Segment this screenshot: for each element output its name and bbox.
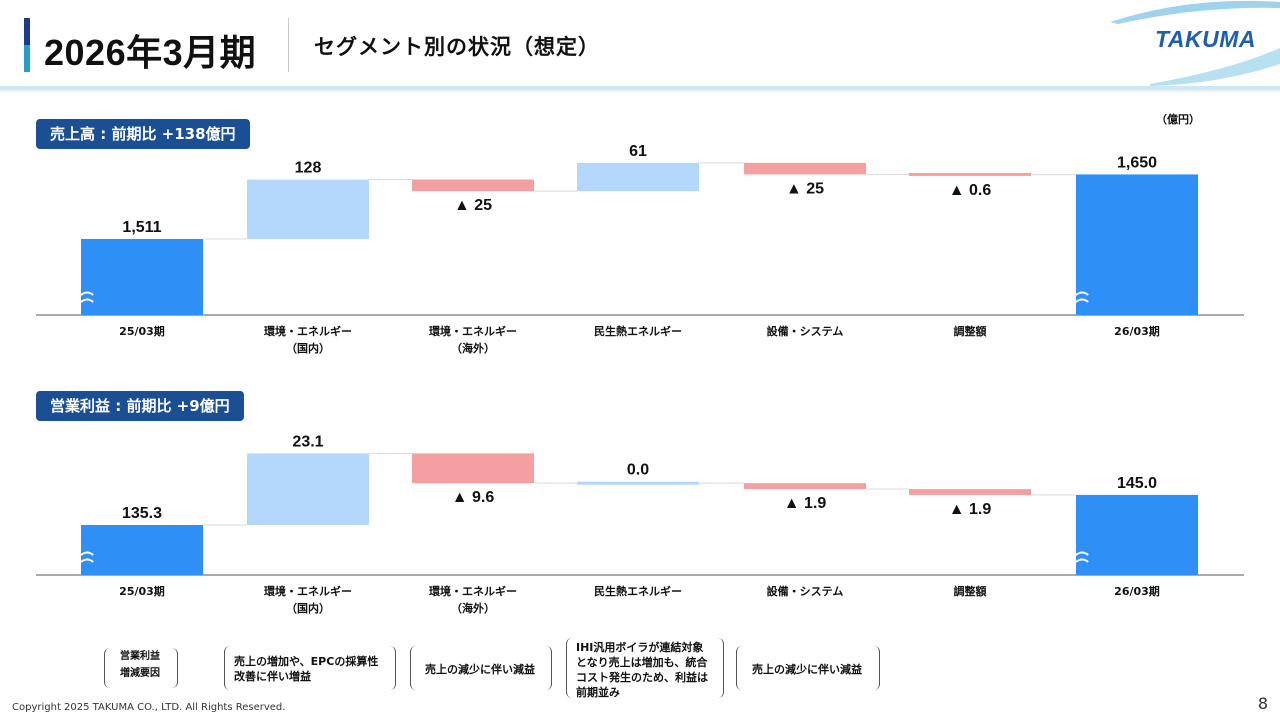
data-label: 135.3: [122, 505, 162, 522]
data-label: 1,650: [1117, 154, 1157, 171]
data-label: ▲ 1.9: [784, 495, 827, 512]
unit-label: （億円）: [1156, 113, 1200, 126]
increase-bar: [247, 179, 369, 239]
note-overseas: 売上の減少に伴い減益: [425, 663, 535, 676]
note-bracket-domestic: [224, 646, 396, 690]
data-label: 1,511: [122, 219, 161, 236]
decrease-bar: [744, 162, 866, 175]
page-title: 2026年3月期: [44, 32, 257, 73]
increase-bar: [577, 481, 699, 485]
decrease-bar: [909, 489, 1031, 495]
title-divider: [288, 18, 289, 72]
data-label: 61: [629, 143, 647, 160]
increase-bar: [577, 162, 699, 192]
sales-waterfall-chart: 1,511 25/03期 128 環境・エネルギー （国内） ▲ 25 環境・エネルギー （海…: [36, 143, 1244, 355]
notes-label: 営業利益 増減要因: [120, 651, 160, 679]
notes-label-bracket: [104, 648, 178, 688]
category-label: （海外）: [451, 601, 495, 615]
decrease-bar: [909, 172, 1031, 176]
category-label: 調整額: [954, 584, 987, 598]
page-number: 8: [1257, 694, 1268, 713]
axis-break-wave: [1075, 551, 1089, 556]
category-label: （国内）: [286, 341, 330, 355]
category-label: 民生熱エネルギー: [594, 324, 682, 338]
total-bar: [81, 239, 203, 315]
category-label: 民生熱エネルギー: [594, 584, 682, 598]
title-accent-bar: [24, 18, 30, 72]
data-label: 128: [295, 160, 322, 177]
axis-break-wave: [1075, 298, 1089, 303]
axis-break-wave: [80, 291, 94, 296]
total-bar: [81, 525, 203, 575]
total-bar: [1076, 494, 1198, 575]
total-bar: [1076, 174, 1198, 315]
note-domestic: 売上の増加や、EPCの採算性改善に伴い増益: [234, 655, 379, 683]
note-bracket-overseas: [410, 646, 552, 690]
category-label: 環境・エネルギー: [429, 324, 517, 338]
operating-profit-section-label: 営業利益 : 前期比 +9億円: [36, 391, 244, 421]
axis-break-wave: [80, 298, 94, 303]
category-label: 環境・エネルギー: [264, 584, 352, 598]
category-label: 調整額: [954, 324, 987, 338]
category-label: 設備・システム: [767, 324, 844, 338]
data-label: ▲ 25: [454, 197, 492, 214]
note-heat-energy: IHI汎用ボイラが連結対象となり売上は増加も、統合コスト発生のため、利益は前期並…: [576, 641, 708, 699]
takuma-logo: TAKUMA: [1155, 26, 1256, 52]
decrease-bar: [412, 453, 534, 484]
data-label: 145.0: [1117, 475, 1157, 492]
axis-break-wave: [80, 551, 94, 556]
category-label: 26/03期: [1114, 324, 1160, 338]
category-label: 環境・エネルギー: [429, 584, 517, 598]
note-bracket-equipment: [736, 646, 880, 690]
decrease-bar: [412, 179, 534, 192]
note-bracket-heat-energy: [566, 638, 724, 698]
page-subtitle: セグメント別の状況（想定）: [314, 35, 600, 59]
header-swoosh-decoration: [0, 0, 1280, 92]
data-label: 0.0: [627, 462, 649, 479]
category-label: （海外）: [451, 341, 495, 355]
category-label: 設備・システム: [767, 584, 844, 598]
copyright-text: Copyright 2025 TAKUMA CO., LTD. All Righ…: [12, 702, 286, 713]
category-label: 25/03期: [119, 324, 165, 338]
axis-break-wave: [1075, 558, 1089, 563]
category-label: （国内）: [286, 601, 330, 615]
data-label: 23.1: [292, 433, 323, 450]
data-label: ▲ 0.6: [949, 182, 992, 199]
note-equipment: 売上の減少に伴い減益: [752, 663, 862, 676]
category-label: 環境・エネルギー: [264, 324, 352, 338]
decrease-bar: [744, 483, 866, 490]
data-label: ▲ 1.9: [949, 501, 992, 518]
axis-break-wave: [80, 558, 94, 563]
increase-bar: [247, 453, 369, 525]
data-label: ▲ 9.6: [452, 489, 495, 506]
operating-profit-waterfall-chart: 135.3 25/03期 23.1 環境・エネルギー （国内） ▲ 9.6 環境・エネルギー…: [36, 433, 1244, 615]
sales-section-label: 売上高 : 前期比 +138億円: [36, 119, 250, 149]
category-label: 25/03期: [119, 584, 165, 598]
data-label: ▲ 25: [786, 180, 824, 197]
category-label: 26/03期: [1114, 584, 1160, 598]
axis-break-wave: [1075, 291, 1089, 296]
